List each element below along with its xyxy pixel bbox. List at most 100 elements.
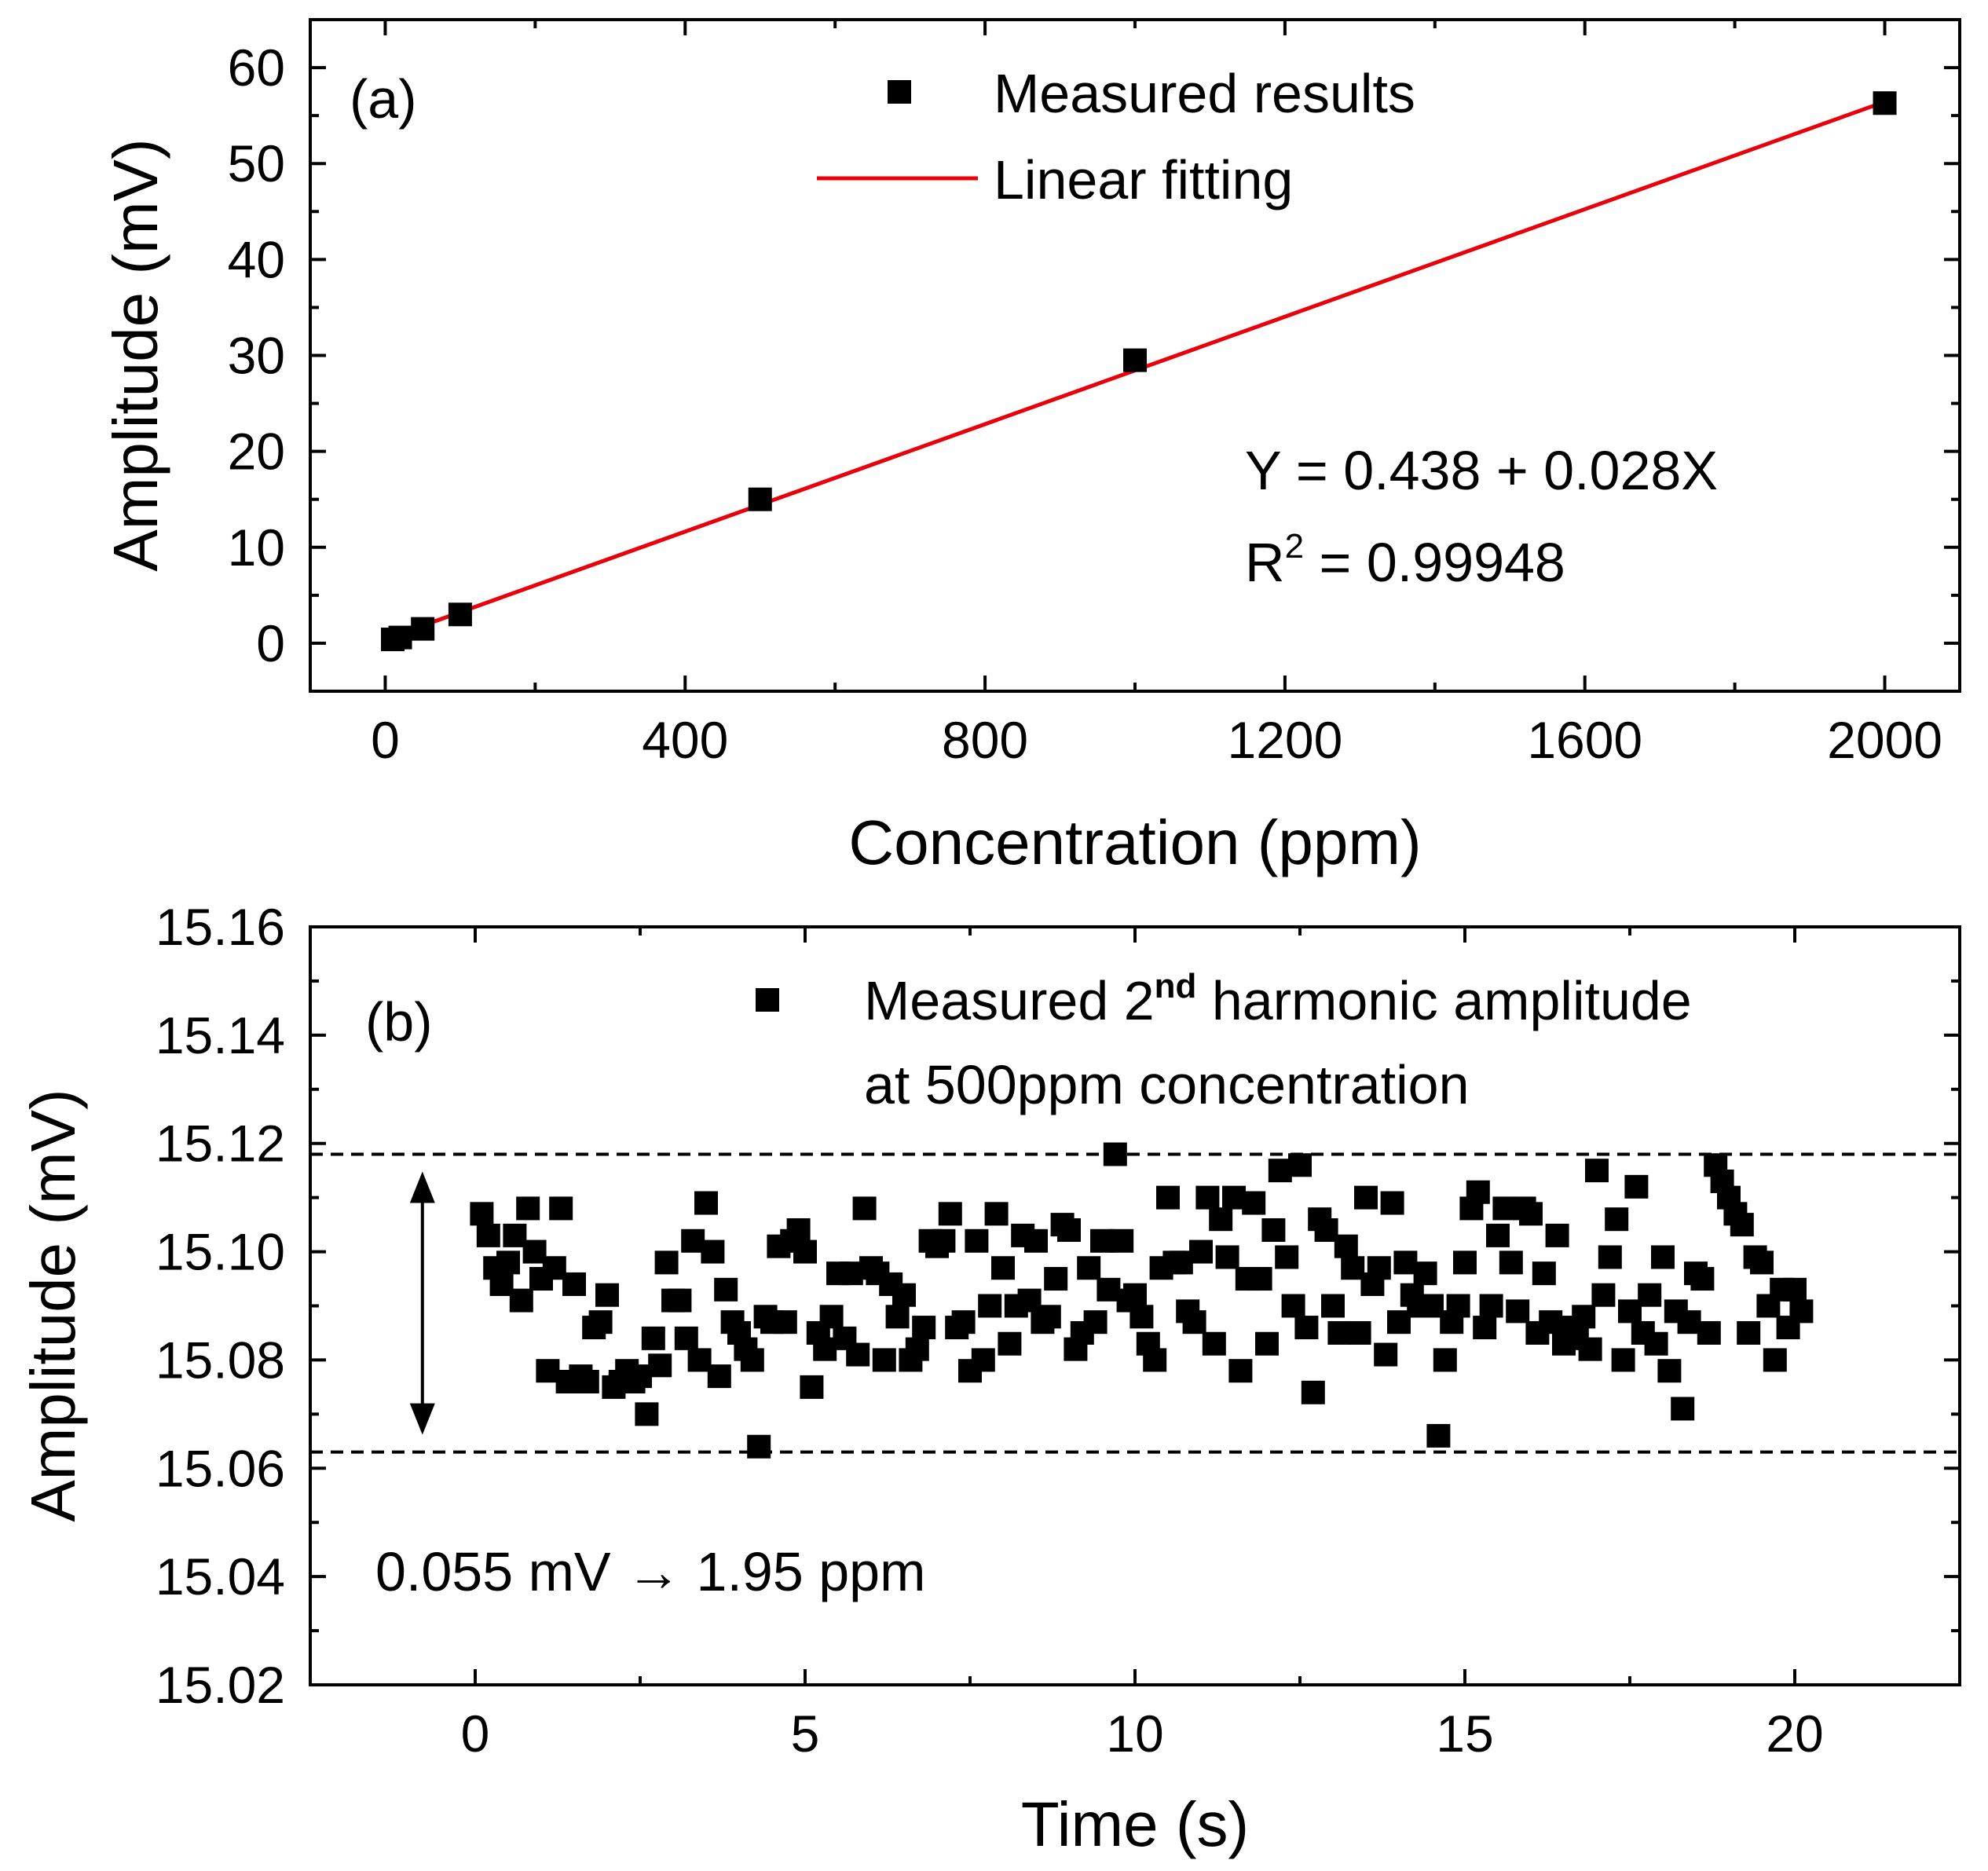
legend-label-linear-fitting: Linear fitting [994, 149, 1293, 211]
harmonic-point [1017, 1288, 1042, 1313]
harmonic-point [773, 1310, 797, 1335]
harmonic-point [628, 1364, 652, 1389]
harmonic-point [786, 1218, 811, 1242]
harmonic-point [641, 1326, 665, 1350]
x-tick-label: 0 [371, 711, 400, 769]
harmonic-point [1783, 1277, 1807, 1302]
harmonic-point [839, 1261, 863, 1286]
y-tick-label: 30 [228, 327, 285, 385]
harmonic-point [1341, 1256, 1365, 1280]
harmonic-point [978, 1294, 1002, 1318]
harmonic-point [522, 1239, 547, 1264]
harmonic-point [951, 1310, 976, 1335]
harmonic-point [912, 1316, 936, 1340]
harmonic-point [1466, 1180, 1490, 1204]
harmonic-point [1143, 1348, 1167, 1372]
harmonic-point [1426, 1423, 1451, 1448]
panel-a-y-tick-labels: 0 10 20 30 40 50 60 [228, 38, 285, 672]
harmonic-point [1374, 1342, 1398, 1367]
panel-a-x-axis-title: Concentration (ppm) [848, 807, 1421, 877]
x-tick-label: 1600 [1527, 711, 1642, 769]
harmonic-point [549, 1196, 573, 1221]
range-arrow-head-up [409, 1171, 435, 1203]
harmonic-point [509, 1288, 533, 1313]
fit-r-squared: R2 = 0.99948 [1245, 527, 1565, 593]
harmonic-point [674, 1326, 698, 1350]
harmonic-point [998, 1331, 1022, 1356]
harmonic-point [1657, 1359, 1682, 1383]
panel-b-y-tick-labels: 15.02 15.04 15.06 15.08 15.10 15.12 15.14 15.16 [156, 898, 285, 1714]
legend-marker-measured-harmonic [756, 988, 779, 1012]
y-tick-label: 15.02 [156, 1656, 285, 1714]
harmonic-point [595, 1283, 619, 1307]
y-tick-label: 15.06 [156, 1439, 285, 1497]
harmonic-point [1624, 1174, 1649, 1199]
harmonic-point [1301, 1380, 1325, 1404]
harmonic-point [1024, 1228, 1048, 1253]
y-tick-label: 15.14 [156, 1006, 285, 1064]
harmonic-point [1268, 1159, 1292, 1183]
harmonic-point [1393, 1250, 1418, 1275]
legend-marker-measured-results [888, 80, 911, 104]
harmonic-point [1532, 1261, 1556, 1286]
harmonic-point [1195, 1185, 1220, 1210]
harmonic-point [1545, 1223, 1569, 1247]
harmonic-point [1314, 1218, 1338, 1242]
harmonic-point [1169, 1250, 1193, 1275]
harmonic-point [1638, 1283, 1662, 1307]
legend-line1-prefix: Measured 2 [864, 970, 1155, 1031]
measured-point [388, 625, 412, 650]
panel-b-legend: Measured 2nd harmonic amplitude at 500pp… [756, 967, 1692, 1115]
harmonic-point [1261, 1218, 1286, 1242]
harmonic-point [1387, 1310, 1411, 1335]
harmonic-point [1605, 1207, 1629, 1232]
harmonic-point [1578, 1337, 1602, 1361]
harmonic-point [872, 1348, 896, 1372]
harmonic-point [1730, 1213, 1754, 1237]
panel-b: 0 5 10 15 20 15.0215.0415.0615.0815.1015.121… [18, 898, 1961, 1859]
harmonic-point [1097, 1277, 1121, 1302]
harmonic-point [1294, 1316, 1319, 1340]
harmonic-point [1228, 1359, 1253, 1383]
harmonic-point [1090, 1228, 1114, 1253]
harmonic-point [1572, 1305, 1596, 1329]
y-tick-label: 15.12 [156, 1115, 285, 1173]
panel-a-ticks [310, 18, 1960, 693]
y-tick-label: 60 [228, 38, 285, 97]
harmonic-point [542, 1256, 566, 1280]
harmonic-point [740, 1348, 764, 1372]
panel-a: 0 400 800 1200 1600 2000 0 10 20 30 40 50 60 Concen… [101, 18, 1961, 877]
panel-a-points [381, 91, 1897, 652]
measured-point [448, 602, 472, 627]
measured-point [748, 487, 772, 511]
x-tick-label: 800 [942, 711, 1028, 769]
harmonic-point [1677, 1310, 1701, 1335]
harmonic-point [1077, 1256, 1101, 1280]
harmonic-point [687, 1348, 712, 1372]
harmonic-point [1598, 1245, 1622, 1269]
panel-a-label: (a) [350, 68, 417, 130]
harmonic-point [562, 1272, 586, 1296]
harmonic-point [1354, 1185, 1378, 1210]
x-tick-label: 20 [1766, 1704, 1823, 1763]
harmonic-point [1690, 1267, 1715, 1291]
x-tick-label: 10 [1106, 1704, 1163, 1763]
harmonic-point [1110, 1228, 1134, 1253]
harmonic-point [932, 1228, 956, 1253]
panel-b-range-arrow [409, 1171, 435, 1435]
harmonic-point [1321, 1294, 1345, 1318]
harmonic-point [489, 1272, 514, 1296]
harmonic-point [892, 1283, 916, 1307]
harmonic-point [984, 1202, 1009, 1226]
harmonic-point [1618, 1299, 1642, 1324]
y-tick-label: 20 [228, 423, 285, 481]
harmonic-point [1539, 1310, 1563, 1335]
harmonic-point [470, 1202, 494, 1226]
harmonic-point [846, 1342, 870, 1367]
legend-line1-suffix: harmonic amplitude [1196, 970, 1691, 1031]
y-tick-label: 15.08 [156, 1331, 285, 1389]
harmonic-point [1499, 1250, 1523, 1275]
panel-a-y-axis-title: Amplitude (mV) [101, 138, 170, 571]
panel-b-x-tick-labels: 0 5 10 15 20 [461, 1704, 1824, 1763]
harmonic-point [885, 1305, 910, 1329]
